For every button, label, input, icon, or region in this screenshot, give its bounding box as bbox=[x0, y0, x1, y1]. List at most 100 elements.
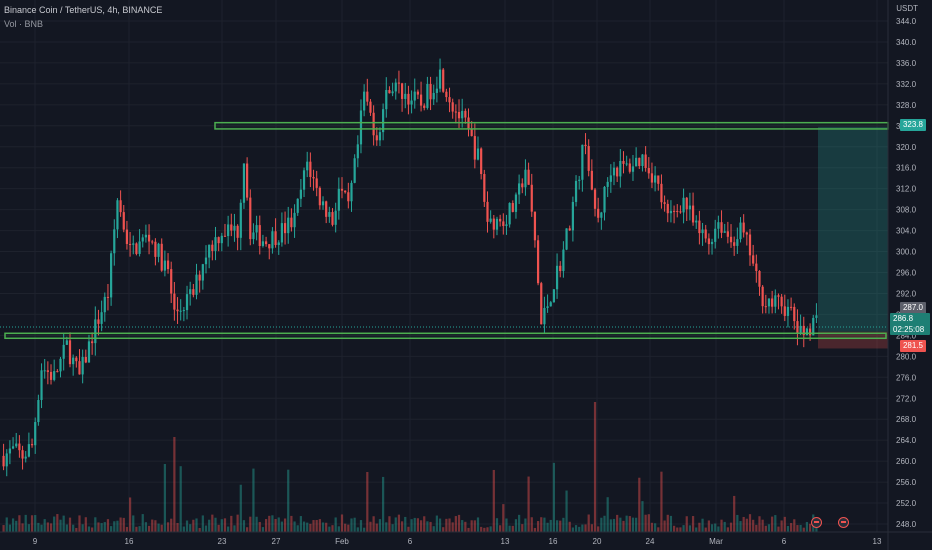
volume-bar bbox=[201, 515, 204, 532]
volume-bar bbox=[239, 484, 242, 532]
candle-body bbox=[195, 274, 198, 295]
candle-body bbox=[394, 82, 397, 92]
volume-bar bbox=[160, 524, 163, 532]
time-tick-label: 9 bbox=[33, 537, 38, 546]
volume-bar bbox=[350, 518, 353, 532]
candle-body bbox=[53, 371, 56, 380]
candle-body bbox=[192, 289, 195, 295]
volume-bar bbox=[347, 524, 350, 532]
volume-bar bbox=[467, 527, 470, 532]
volume-bar bbox=[508, 525, 511, 532]
candle-body bbox=[252, 232, 255, 240]
candle-body bbox=[612, 167, 616, 176]
candle-body bbox=[34, 422, 37, 446]
event-flag-icon[interactable] bbox=[811, 517, 822, 528]
volume-bar bbox=[388, 516, 391, 532]
candle-body bbox=[448, 97, 451, 103]
volume-bar bbox=[521, 524, 524, 532]
price-tick-label: 312.0 bbox=[896, 185, 917, 194]
volume-bar bbox=[714, 523, 717, 532]
volume-bar bbox=[423, 516, 426, 532]
volume-bar bbox=[65, 524, 68, 532]
candle-body bbox=[578, 179, 581, 181]
volume-bar bbox=[87, 526, 91, 532]
volume-bar bbox=[745, 518, 748, 532]
time-tick-label: 16 bbox=[549, 537, 558, 546]
candle-body bbox=[470, 128, 473, 137]
volume-bar bbox=[413, 517, 416, 532]
volume-bar bbox=[268, 515, 271, 532]
candle-body bbox=[230, 224, 233, 231]
volume-bar bbox=[644, 514, 647, 532]
candle-body bbox=[100, 312, 103, 324]
volume-bar bbox=[255, 516, 258, 532]
volume-bar bbox=[179, 466, 182, 532]
candle-body bbox=[157, 243, 160, 257]
time-tick-label: 27 bbox=[272, 537, 281, 546]
candle-body bbox=[8, 448, 12, 454]
volume-bar bbox=[264, 519, 268, 532]
volume-bar bbox=[480, 526, 483, 532]
volume-bar bbox=[274, 519, 277, 532]
volume-bar bbox=[432, 526, 435, 532]
candle-body bbox=[318, 187, 321, 206]
candle-body bbox=[476, 148, 480, 160]
candle-body bbox=[75, 357, 78, 362]
volume-bar bbox=[631, 517, 635, 532]
price-tick-label: 340.0 bbox=[896, 38, 917, 47]
grid bbox=[0, 0, 888, 532]
volume-bar bbox=[56, 514, 59, 532]
candle-body bbox=[227, 224, 230, 237]
candle-body bbox=[11, 446, 15, 449]
volume-bar bbox=[220, 519, 223, 532]
volume-bar bbox=[192, 519, 195, 532]
candle-body bbox=[726, 231, 729, 237]
volume-bar bbox=[116, 520, 119, 532]
volume-bar bbox=[549, 519, 552, 532]
volume-bar bbox=[748, 514, 752, 532]
volume-bar bbox=[49, 523, 53, 532]
volume-bar bbox=[252, 468, 255, 532]
stop-price-tag: 281.5 bbox=[899, 340, 926, 352]
volume-bar bbox=[729, 522, 733, 532]
volume-bar bbox=[18, 515, 21, 532]
volume-bar bbox=[27, 524, 30, 532]
candle-body bbox=[410, 100, 413, 105]
volume-bar bbox=[764, 525, 767, 532]
candle-body bbox=[701, 229, 704, 234]
volume-bar bbox=[565, 490, 568, 532]
event-flag-icon[interactable] bbox=[838, 517, 849, 528]
volume-bar bbox=[442, 527, 445, 532]
candle-body bbox=[625, 163, 628, 165]
volume-bar bbox=[11, 518, 15, 532]
candle-body bbox=[442, 69, 445, 92]
candle-body bbox=[736, 239, 739, 246]
candle-body bbox=[682, 197, 685, 213]
candle-body bbox=[413, 91, 416, 101]
loss-zone bbox=[818, 331, 888, 349]
volume-bar bbox=[312, 520, 315, 532]
volume-bar bbox=[147, 525, 151, 532]
candle-body bbox=[638, 157, 641, 166]
long-position-tool[interactable] bbox=[0, 126, 888, 349]
candles bbox=[2, 58, 818, 477]
volume-bar bbox=[742, 516, 745, 532]
candle-body bbox=[255, 225, 258, 233]
candle-body bbox=[264, 241, 268, 245]
volume-bar bbox=[230, 515, 233, 532]
candle-body bbox=[46, 370, 49, 372]
candle-body bbox=[128, 243, 132, 245]
candle-body bbox=[160, 243, 163, 271]
volume-bar bbox=[672, 525, 676, 532]
candle-body bbox=[375, 135, 378, 141]
candle-body bbox=[141, 237, 144, 242]
volume-bar bbox=[559, 520, 562, 532]
candle-body bbox=[397, 82, 401, 84]
candle-body bbox=[344, 190, 347, 193]
candle-body bbox=[808, 328, 812, 336]
volume-bar bbox=[682, 525, 685, 532]
volume-bar bbox=[755, 524, 758, 532]
candle-body bbox=[135, 243, 138, 254]
volume-bar bbox=[502, 504, 505, 532]
